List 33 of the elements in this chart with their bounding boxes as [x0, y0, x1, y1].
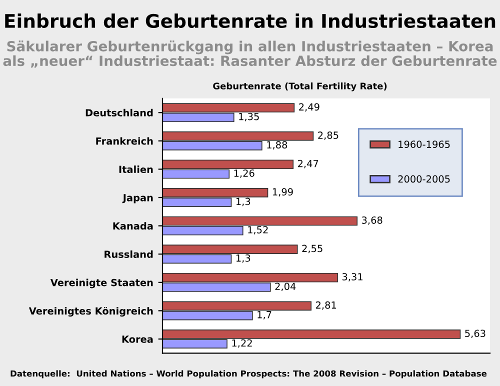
x-axis-title: Geburtenrate (Total Fertility Rate) [213, 82, 387, 92]
data-label: 2,47 [298, 160, 318, 168]
data-label: 1,3 [236, 198, 250, 206]
data-label: 1,3 [236, 254, 250, 263]
data-label: 2,81 [316, 301, 336, 310]
chart-title: Einbruch der Geburtenrate in Industriestaaten [5, 14, 496, 28]
y-tick-label: Frankreich [96, 137, 153, 145]
y-tick-label: Korea [122, 336, 153, 343]
legend-label: 1960-1965 [398, 140, 450, 148]
data-label: 1,35 [239, 112, 259, 122]
y-tick-label: Deutschland [86, 108, 153, 116]
data-label: 1,26 [234, 169, 254, 178]
chart-subtitle: Säkularer Geburtenrückgang in allen Industriestaaten – Korea als „neuer“ Industriestaat: Rasanter Absturz der Geburtenrate [3, 40, 497, 68]
data-label: 2,85 [318, 132, 338, 140]
data-label: 1,22 [232, 339, 252, 348]
data-label: 2,55 [302, 244, 322, 254]
data-label: 3,68 [362, 216, 382, 225]
y-tick-label: Vereinigte Staaten [50, 278, 153, 288]
y-tick-label: Kanada [113, 222, 153, 230]
data-label: 1,7 [258, 311, 272, 320]
y-tick-label: Italien [119, 166, 153, 174]
data-label: 1,99 [272, 188, 293, 197]
y-tick-label: Vereinigtes Königreich [28, 306, 153, 317]
data-label: 2,04 [275, 282, 296, 292]
data-label: 5,63 [465, 330, 486, 338]
text: Datenquelle: United Nations – World Population Prospects: The 2008 Revision – Population Database [10, 370, 487, 378]
y-tick-label: Japan [122, 194, 153, 204]
legend-label: 2000-2005 [398, 175, 450, 183]
y-tick-label: Russland [104, 250, 153, 258]
data-label: 1,52 [248, 226, 268, 234]
data-label: 3,31 [342, 273, 362, 282]
data-label: 2,49 [299, 103, 320, 112]
data-label: 1,88 [267, 141, 288, 150]
